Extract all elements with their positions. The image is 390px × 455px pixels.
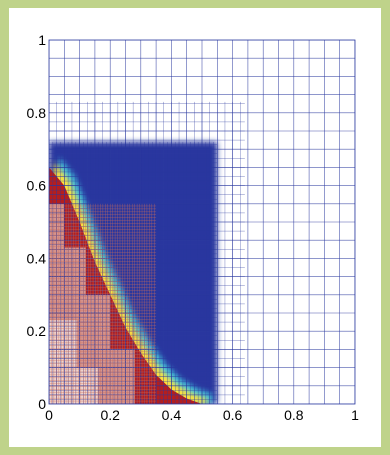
x-tick-label: 0.4 <box>162 407 182 423</box>
y-tick-label: 0.2 <box>27 323 47 339</box>
x-tick-label: 1 <box>351 407 359 423</box>
mesh-heatmap-chart: 0 0.2 0.4 0.6 0.8 1 0 0.2 0.4 0.6 0.8 1 <box>27 32 360 423</box>
y-tick-label: 0 <box>38 396 46 412</box>
mesh-level-4 <box>49 203 157 404</box>
y-tick-label: 1 <box>38 32 46 48</box>
figure-panel: 0 0.2 0.4 0.6 0.8 1 0 0.2 0.4 0.6 0.8 1 <box>9 8 381 447</box>
x-tick-label: 0.8 <box>284 407 304 423</box>
y-tick-label: 0.4 <box>27 250 47 266</box>
y-tick-label: 0.6 <box>27 178 47 194</box>
plot-frame <box>48 39 356 405</box>
x-tick-label: 0 <box>45 407 53 423</box>
x-tick-label: 0.6 <box>223 407 243 423</box>
x-tick-label: 0.2 <box>100 407 120 423</box>
y-tick-label: 0.8 <box>27 105 47 121</box>
